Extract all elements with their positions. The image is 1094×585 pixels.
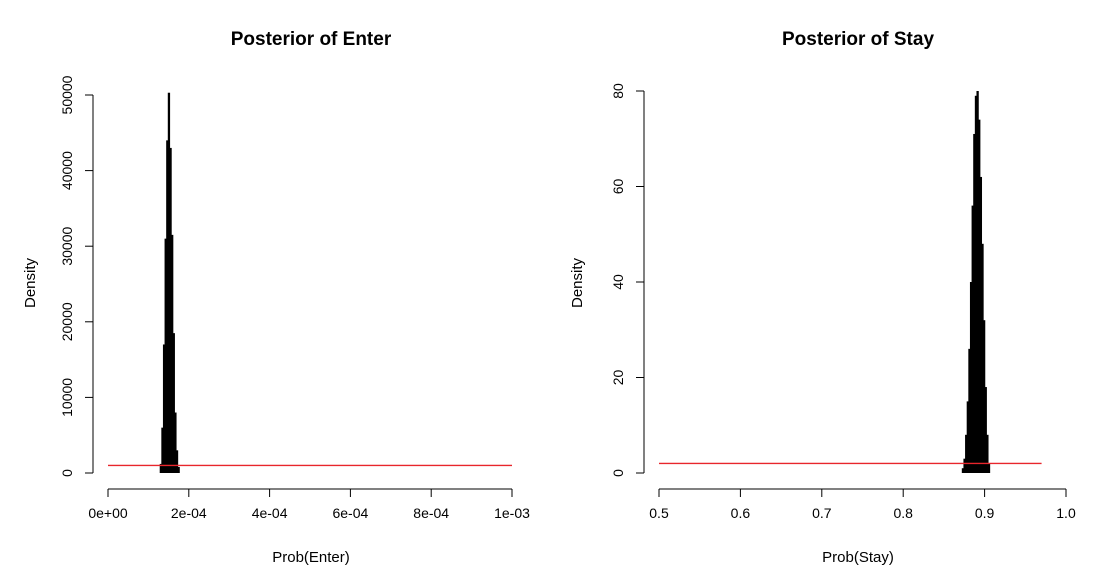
y-tick-label: 10000 xyxy=(59,378,75,417)
x-tick-label: 0e+00 xyxy=(88,505,128,521)
histogram-bar xyxy=(169,147,172,474)
y-tick-label: 50000 xyxy=(59,75,75,114)
histogram-bar xyxy=(978,119,981,474)
x-tick-label: 0.7 xyxy=(812,505,832,521)
histogram-bar xyxy=(961,468,965,473)
y-tick-label: 40000 xyxy=(59,151,75,190)
histogram-bar xyxy=(171,234,174,473)
x-tick-label: 4e-04 xyxy=(252,505,288,521)
histogram-bar xyxy=(971,205,974,473)
histogram-bar xyxy=(167,92,171,474)
y-tick-label: 20 xyxy=(610,370,626,386)
y-tick-label: 20000 xyxy=(59,302,75,341)
x-tick-label: 0.6 xyxy=(731,505,751,521)
histogram-bar xyxy=(969,282,973,473)
histogram-bar xyxy=(979,176,983,473)
y-tick-label: 0 xyxy=(610,469,626,477)
histogram-bar xyxy=(174,412,177,473)
histogram-bars xyxy=(961,91,991,474)
panel-posterior-stay: Posterior of Stay Prob(Stay) Density 0.5… xyxy=(569,29,1076,566)
x-tick-label: 1e-03 xyxy=(494,505,530,521)
y-tick-label: 30000 xyxy=(59,227,75,266)
x-tick-label: 6e-04 xyxy=(332,505,368,521)
x-axis-label: Prob(Enter) xyxy=(272,549,350,566)
y-tick-label: 60 xyxy=(610,179,626,195)
histogram-bar xyxy=(966,401,969,473)
histogram-bar xyxy=(965,434,968,473)
histogram-bar xyxy=(973,133,976,473)
histogram-bar xyxy=(162,344,166,473)
histogram-bar xyxy=(987,463,991,473)
chart-title: Posterior of Stay xyxy=(782,29,934,50)
x-tick-label: 0.9 xyxy=(975,505,995,521)
histogram-bar xyxy=(166,140,169,474)
histogram-bars xyxy=(159,92,180,474)
y-tick-label: 40 xyxy=(610,274,626,290)
axes: 0e+00 2e-04 4e-04 6e-04 8e-04 1e-03 0 10000 2000… xyxy=(59,75,530,521)
panel-posterior-enter: Posterior of Enter Prob(Enter) Density 0… xyxy=(22,29,530,566)
y-axis-label: Density xyxy=(22,257,39,308)
y-tick-label: 80 xyxy=(610,83,626,99)
histogram-bar xyxy=(963,458,966,473)
histogram-bar xyxy=(164,238,167,473)
x-tick-label: 0.5 xyxy=(649,505,669,521)
histogram-bar xyxy=(984,387,987,473)
histogram-bar xyxy=(974,95,978,474)
x-tick-label: 0.8 xyxy=(893,505,913,521)
histogram-bar xyxy=(968,348,971,473)
histogram-bar xyxy=(175,450,179,473)
histogram-bar xyxy=(982,320,986,473)
histogram-bar xyxy=(981,243,984,473)
x-tick-label: 2e-04 xyxy=(171,505,207,521)
histogram-bar xyxy=(161,427,164,473)
x-axis-label: Prob(Stay) xyxy=(822,549,894,566)
axes: 0.5 0.6 0.7 0.8 0.9 1.0 0 20 40 60 80 xyxy=(610,83,1076,521)
y-tick-label: 0 xyxy=(59,469,75,477)
chart-title: Posterior of Enter xyxy=(231,29,392,50)
x-tick-label: 1.0 xyxy=(1056,505,1076,521)
histogram-bar xyxy=(177,466,180,473)
histogram-bar xyxy=(172,333,175,473)
y-axis-label: Density xyxy=(569,257,586,308)
x-tick-label: 8e-04 xyxy=(413,505,449,521)
histogram-bar xyxy=(986,434,989,473)
histogram-bar xyxy=(976,91,979,473)
histogram-bar xyxy=(159,463,163,473)
